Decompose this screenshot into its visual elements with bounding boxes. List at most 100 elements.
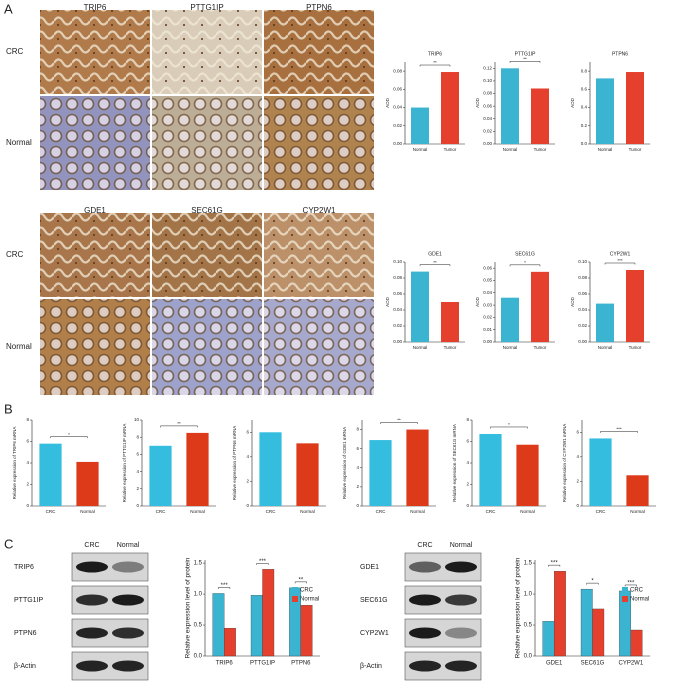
x-tick-label: Normal [598, 345, 613, 350]
significance-label: ** [177, 421, 181, 426]
y-tick-label: 6 [466, 439, 469, 444]
blot-band [409, 594, 441, 606]
legend-label: Normal [630, 597, 649, 603]
x-tick-label: Tumor [534, 147, 547, 152]
row-label: Normal [6, 342, 32, 351]
blot-band [445, 627, 477, 639]
chart-title: PTPN6 [612, 51, 628, 57]
y-tick-label: 0.03 [483, 302, 492, 307]
y-tick-label: 0 [136, 503, 139, 508]
significance-bracket [419, 264, 451, 267]
y-tick-label: 6 [136, 452, 139, 457]
blot-band [76, 660, 108, 672]
y-tick-label: 0.04 [393, 105, 402, 110]
x-tick-label: CYP2W1 [618, 661, 643, 667]
y-tick-label: 0.08 [393, 68, 402, 73]
y-tick-label: 0.5 [524, 623, 533, 629]
blot-band [112, 660, 144, 672]
x-tick-label: Normal [520, 509, 535, 514]
panel-label: C [4, 536, 13, 551]
y-tick-label: 0.00 [483, 141, 492, 146]
y-tick-label: 6 [26, 439, 29, 444]
x-tick-label: Normal [503, 345, 518, 350]
y-tick-label: 8 [26, 417, 29, 422]
significance-label: * [591, 579, 594, 585]
y-tick-label: 8 [356, 427, 359, 432]
significance-bracket [380, 422, 418, 425]
y-tick-label: 0.02 [483, 129, 492, 134]
y-axis-label: Relative expression level of protein [185, 557, 192, 658]
ihc-texture [264, 299, 374, 395]
bar [300, 605, 313, 657]
significance-label: ** [298, 577, 303, 583]
significance-label: *** [617, 258, 623, 263]
significance-bracket [586, 582, 599, 585]
y-tick-label: 0.08 [393, 275, 402, 280]
significance-bracket [50, 436, 88, 439]
y-tick-label: 0.08 [578, 275, 587, 280]
blot-band [76, 561, 108, 573]
gene-label: SEC61G [191, 206, 223, 215]
y-tick-label: 8 [136, 434, 139, 439]
y-tick-label: 0.0 [194, 654, 203, 660]
significance-label: * [524, 260, 526, 265]
y-axis-label: AOD [570, 296, 575, 307]
y-tick-label: 4 [356, 465, 359, 470]
y-tick-label: 0.04 [393, 307, 402, 312]
significance-label: *** [221, 583, 229, 589]
bar [411, 107, 429, 144]
bar [39, 443, 62, 506]
y-tick-label: 1.5 [524, 561, 533, 567]
y-tick-label: 1.5 [194, 561, 203, 567]
x-tick-label: SEC61G [581, 661, 605, 667]
y-tick-label: 0.0 [524, 654, 533, 660]
y-tick-label: 0.00 [578, 339, 587, 344]
bar [262, 569, 275, 657]
y-tick-label: 4 [466, 460, 469, 465]
y-tick-label: 0.00 [393, 141, 402, 146]
y-tick-label: 10 [134, 417, 140, 422]
y-tick-label: 0.04 [483, 116, 492, 121]
blot-band [445, 660, 477, 672]
x-tick-label: Normal [413, 345, 428, 350]
y-tick-label: 0.0 [581, 141, 588, 146]
significance-bracket [294, 581, 307, 584]
blot-band [112, 594, 144, 606]
y-tick-label: 6 [246, 429, 249, 434]
blot-band [445, 594, 477, 606]
ihc-texture [152, 10, 262, 94]
bar [212, 593, 225, 657]
bar [596, 78, 614, 144]
gene-label: TRIP6 [84, 3, 107, 12]
x-tick-label: Tumor [629, 147, 642, 152]
gene-label: PTPN6 [306, 3, 332, 12]
bar [406, 429, 429, 506]
y-tick-label: 4 [246, 454, 249, 459]
x-tick-label: CRC [266, 509, 276, 514]
x-tick-label: Tumor [444, 147, 457, 152]
significance-label: *** [551, 561, 559, 567]
y-tick-label: 1.0 [194, 592, 203, 598]
y-tick-label: 2 [136, 486, 139, 491]
gene-label: CYP2W1 [303, 206, 336, 215]
chart-title: TRIP6 [428, 51, 442, 57]
blot-row: CYP2W1 [360, 630, 389, 637]
bar [501, 297, 519, 342]
x-tick-label: Normal [630, 509, 645, 514]
y-tick-label: 0.2 [581, 123, 588, 128]
significance-bracket [419, 64, 451, 67]
ihc-texture [152, 213, 262, 297]
y-tick-label: 0.02 [483, 315, 492, 320]
significance-label: ** [397, 418, 401, 423]
x-tick-label: Normal [410, 509, 425, 514]
bar [516, 444, 539, 506]
significance-label: ** [433, 260, 437, 265]
y-tick-label: 0.06 [393, 87, 402, 92]
significance-bracket [160, 425, 198, 428]
row-label: CRC [6, 47, 24, 56]
bar [76, 461, 99, 506]
legend-swatch [622, 596, 628, 602]
significance-bracket [218, 587, 231, 589]
y-tick-label: 2 [246, 479, 249, 484]
y-tick-label: 0.12 [483, 65, 492, 70]
